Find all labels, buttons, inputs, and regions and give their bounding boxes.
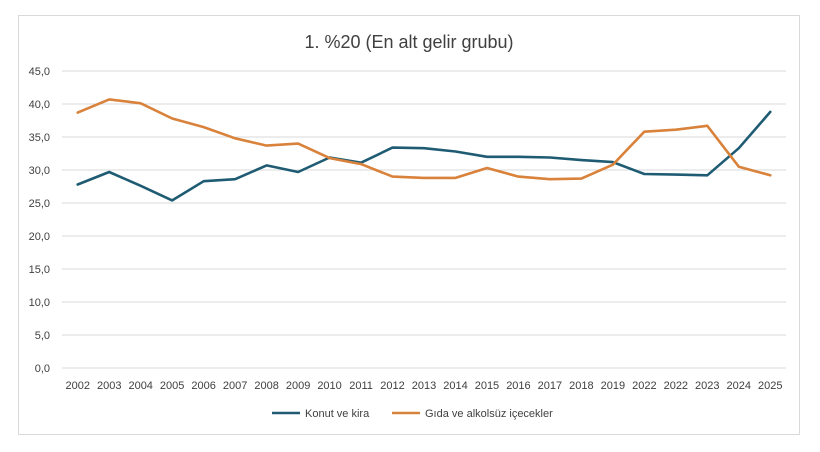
y-tick-label: 30,0 [29, 165, 50, 177]
x-tick-label: 2025 [758, 380, 782, 392]
x-tick-label: 2023 [695, 380, 719, 392]
y-tick-label: 0,0 [35, 363, 50, 375]
y-tick-label: 5,0 [35, 330, 50, 342]
chart-area: 1. %20 (En alt gelir grubu) [18, 15, 800, 435]
x-tick-label: 2009 [286, 380, 310, 392]
y-tick-label: 15,0 [29, 264, 50, 276]
legend-label: Gıda ve alkolsüz içecekler [425, 408, 553, 420]
x-tick-label: 2007 [223, 380, 247, 392]
x-tick-label: 2014 [443, 380, 467, 392]
y-tick-label: 25,0 [29, 198, 50, 210]
x-tick-label: 2013 [412, 380, 436, 392]
x-tick-label: 2019 [601, 380, 625, 392]
x-tick-label: 2012 [380, 380, 404, 392]
series-line [76, 98, 772, 181]
x-tick-label: 2003 [97, 380, 121, 392]
x-tick-label: 2010 [317, 380, 341, 392]
x-tick-label: 2006 [191, 380, 215, 392]
x-tick-label: 2004 [128, 380, 152, 392]
x-tick-label: 2024 [727, 380, 751, 392]
y-tick-label: 45,0 [29, 66, 50, 78]
chart-title: 1. %20 (En alt gelir grubu) [304, 32, 514, 52]
x-tick-label: 2011 [349, 380, 373, 392]
series-line [76, 110, 772, 202]
x-tick-label: 2018 [569, 380, 593, 392]
y-tick-label: 10,0 [29, 297, 50, 309]
x-tick-label: 2022 [632, 380, 656, 392]
y-tick-label: 20,0 [29, 231, 50, 243]
x-tick-label: 2008 [254, 380, 278, 392]
x-tick-label: 2016 [506, 380, 530, 392]
legend-label: Konut ve kira [305, 408, 370, 420]
x-tick-label: 2002 [65, 380, 89, 392]
y-tick-label: 40,0 [29, 99, 50, 111]
x-tick-label: 2017 [538, 380, 562, 392]
y-tick-label: 35,0 [29, 132, 50, 144]
x-tick-label: 2005 [160, 380, 184, 392]
x-tick-label: 2022 [664, 380, 688, 392]
x-tick-label: 2015 [475, 380, 499, 392]
